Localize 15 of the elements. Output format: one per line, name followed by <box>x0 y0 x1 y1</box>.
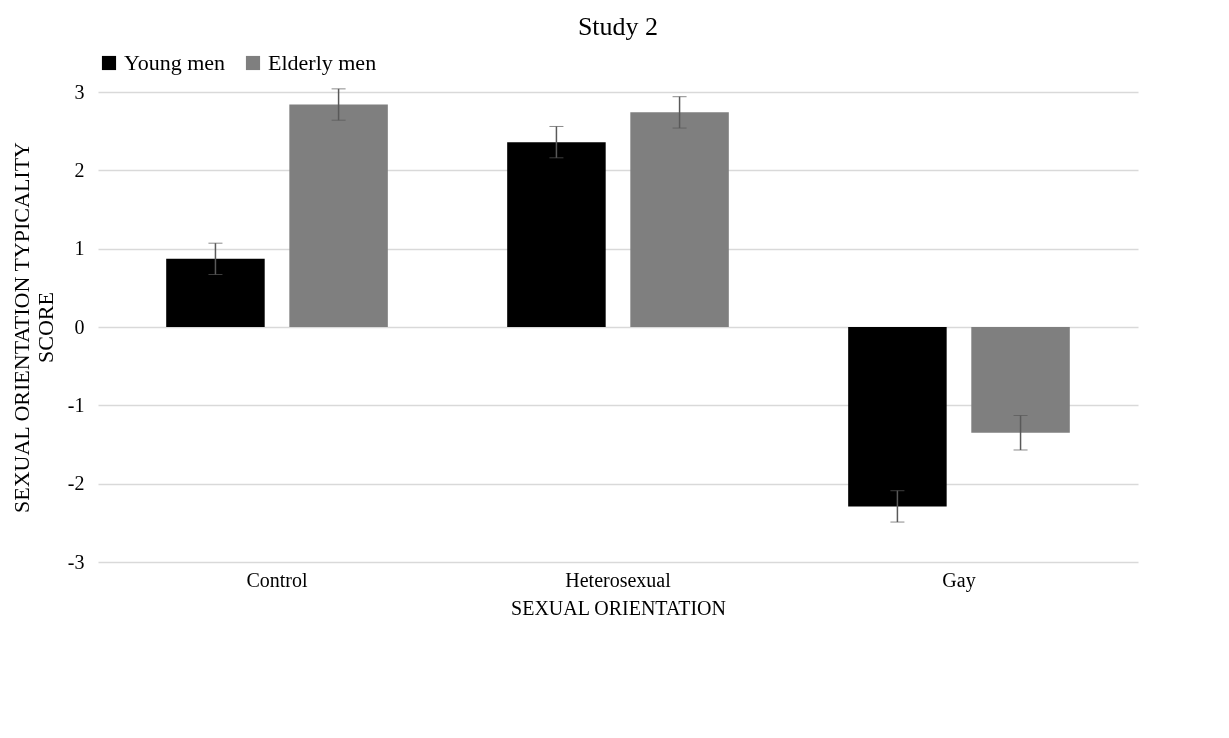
x-tick-label: Control <box>246 568 309 591</box>
y-tick-label: -2 <box>67 472 85 495</box>
y-tick-label: 2 <box>74 158 85 181</box>
x-tick-label: Gay <box>942 568 976 592</box>
y-tick-label: 0 <box>74 315 85 338</box>
legend-label: Young men <box>124 50 226 75</box>
x-tick-label: Heterosexual <box>565 568 672 591</box>
y-tick-label: -1 <box>67 393 85 416</box>
y-axis-title: SEXUAL ORIENTATION TYPICALITY SCORE <box>8 141 58 513</box>
y-tick-label: 1 <box>74 237 85 260</box>
y-tick-label: 3 <box>74 80 85 103</box>
chart-title: Study 2 <box>577 12 659 41</box>
legend-label: Elderly men <box>268 50 377 75</box>
x-axis-title: SEXUAL ORIENTATION <box>511 596 726 619</box>
y-tick-label: -3 <box>67 550 85 573</box>
